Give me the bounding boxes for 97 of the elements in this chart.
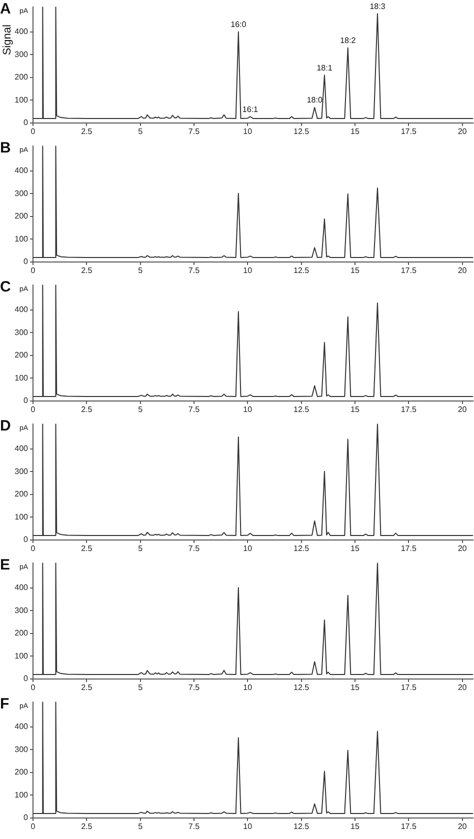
y-tick-label: 300 (14, 744, 29, 754)
x-tick-label: 17.5 (400, 544, 417, 554)
x-tick-label: 15 (350, 822, 360, 832)
x-tick-label: 2.5 (81, 266, 93, 276)
y-tick-label: 100 (14, 790, 29, 800)
x-tick-label: 12.5 (294, 405, 310, 414)
y-tick-label: 300 (14, 188, 29, 198)
x-tick-label: 0 (30, 405, 36, 414)
annotation: 16:0 (230, 20, 247, 30)
y-tick-label: 400 (14, 166, 29, 176)
x-tick-label: 17.5 (400, 822, 417, 832)
y-tick-label: 400 (14, 27, 29, 36)
x-tick-label: 7.5 (188, 544, 200, 554)
x-tick-label: 15 (350, 266, 360, 276)
y-tick-label: 100 (14, 373, 29, 382)
x-tick-label: 12.5 (294, 822, 310, 832)
x-tick-label: 10 (243, 683, 253, 692)
y-tick-label: 400 (14, 722, 29, 732)
x-tick-label: 0 (30, 683, 36, 692)
chart-title: F (0, 696, 10, 713)
x-tick-label: 0 (30, 266, 36, 276)
x-tick-label: 7.5 (188, 822, 200, 832)
chart-title: B (0, 140, 11, 157)
x-tick-label: 10 (243, 544, 253, 554)
x-tick-label: 5 (138, 266, 144, 276)
y-tick-label: 0 (24, 118, 29, 128)
x-tick-label: 12.5 (294, 266, 310, 276)
x-tick-label: 2.5 (81, 544, 93, 554)
x-tick-label: 12.5 (294, 683, 310, 692)
x-tick-label: 20 (458, 127, 468, 136)
y-tick-label: 100 (14, 651, 29, 660)
x-tick-label: 7.5 (188, 127, 200, 136)
y-tick-label: 0 (24, 813, 29, 822)
y-tick-label: 0 (24, 396, 29, 406)
chart-title: D (0, 418, 11, 435)
x-tick-label: 20 (458, 405, 468, 414)
y-tick-label: 0 (24, 535, 29, 544)
x-tick-label: 10 (243, 266, 253, 276)
x-tick-label: 5 (138, 822, 144, 832)
x-tick-label: 5 (138, 405, 144, 414)
x-tick-label: 5 (138, 544, 144, 554)
x-tick-label: 17.5 (400, 405, 417, 414)
x-tick-label: 7.5 (188, 683, 200, 692)
x-tick-label: 20 (458, 266, 468, 276)
y-tick-label: 300 (14, 328, 29, 337)
x-tick-label: 15 (350, 127, 360, 136)
x-tick-label: 17.5 (400, 266, 417, 276)
x-tick-label: 5 (138, 683, 144, 692)
annotation: 18:1 (316, 63, 333, 72)
x-tick-label: 7.5 (188, 405, 200, 414)
x-tick-label: 17.5 (400, 683, 417, 692)
y-tick-label: 200 (14, 628, 29, 638)
x-tick-label: 15 (350, 544, 360, 554)
y-tick-label: 100 (14, 95, 29, 104)
x-tick-label: 2.5 (81, 127, 93, 136)
x-tick-label: 10 (243, 822, 253, 832)
x-tick-label: 12.5 (294, 544, 310, 554)
x-tick-label: 15 (350, 405, 360, 414)
y-tick-label: 0 (24, 674, 29, 684)
x-tick-label: 20 (458, 683, 468, 692)
annotation: 18:0 (306, 96, 323, 105)
annotation: 18:3 (370, 2, 386, 11)
y-tick-label: 200 (14, 72, 29, 82)
annotation: 16:1 (242, 104, 259, 114)
x-tick-label: 12.5 (294, 127, 310, 136)
y-tick-label: 100 (14, 512, 29, 522)
y-tick-label: 200 (14, 768, 29, 777)
x-tick-label: 5 (138, 127, 144, 136)
x-tick-label: 0 (30, 822, 36, 832)
x-tick-label: 15 (350, 683, 360, 692)
x-tick-label: 2.5 (81, 683, 93, 692)
y-tick-label: 200 (14, 490, 29, 499)
y-tick-label: 100 (14, 234, 29, 244)
chart-title: A (0, 0, 11, 18)
x-tick-label: 0 (30, 544, 36, 554)
x-tick-label: 17.5 (400, 127, 417, 136)
x-tick-label: 7.5 (188, 266, 200, 276)
y-tick-label: 200 (14, 350, 29, 360)
x-tick-label: 2.5 (81, 822, 93, 832)
x-tick-label: 20 (458, 544, 468, 554)
x-tick-label: 10 (243, 405, 253, 414)
annotation: 18:2 (340, 36, 356, 46)
y-tick-label: 300 (14, 466, 29, 476)
y-tick-label: 300 (14, 606, 29, 615)
chart-title: C (0, 278, 11, 296)
chart-title: E (0, 556, 10, 574)
y-tick-label: 0 (24, 257, 29, 266)
x-tick-label: 2.5 (81, 405, 93, 414)
y-axis-title: Signal (2, 24, 14, 56)
y-tick-label: 400 (14, 444, 29, 454)
x-tick-label: 0 (30, 127, 36, 136)
y-tick-label: 400 (14, 583, 29, 592)
y-tick-label: 300 (14, 50, 29, 59)
x-tick-label: 10 (243, 127, 253, 136)
y-tick-label: 200 (14, 212, 29, 221)
x-tick-label: 20 (458, 822, 468, 832)
y-tick-label: 400 (14, 305, 29, 314)
